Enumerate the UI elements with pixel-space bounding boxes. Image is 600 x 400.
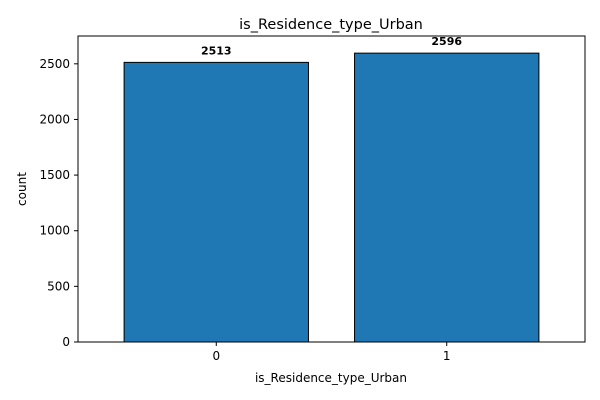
x-tick-label-0: 0 (212, 349, 220, 363)
y-tick-label-2000: 2000 (39, 112, 70, 126)
plot-frame (77, 35, 586, 343)
y-tick-label-500: 500 (47, 279, 70, 293)
value-label-1: 2596 (431, 35, 462, 48)
bars-group (123, 52, 540, 343)
bar-0 (123, 61, 309, 343)
y-tick-label-2500: 2500 (39, 57, 70, 71)
x-tick-label-1: 1 (443, 349, 451, 363)
y-axis-label: count (15, 172, 29, 206)
value-label-0: 2513 (201, 44, 232, 57)
bar-1 (354, 52, 540, 343)
y-axis-ticks: 0 500 1000 1500 2000 2500 (39, 57, 78, 349)
x-axis-label: is_Residence_type_Urban (255, 371, 407, 385)
chart-title: is_Residence_type_Urban (239, 17, 423, 33)
value-labels-group: 2513 2596 (201, 35, 462, 57)
y-tick-label-0: 0 (62, 335, 70, 349)
y-tick-label-1000: 1000 (39, 224, 70, 238)
y-tick-label-1500: 1500 (39, 168, 70, 182)
